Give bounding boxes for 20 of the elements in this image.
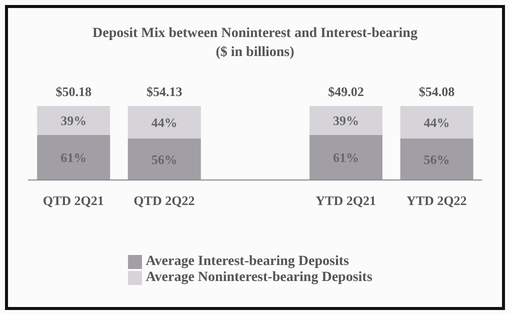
x-tick-label: QTD 2Q22: [134, 193, 195, 208]
x-tick-label: YTD 2Q22: [406, 193, 467, 208]
data-label: 44%: [424, 114, 450, 130]
data-label: 56%: [151, 152, 178, 167]
legend-label: Average Noninterest-bearing Deposits: [146, 270, 372, 285]
data-label: 61%: [332, 150, 359, 166]
x-tick-label: YTD 2Q21: [316, 193, 376, 208]
chart-subtitle: ($ in billions): [214, 44, 296, 62]
legend-label: Average Interest-bearing Deposits: [146, 254, 349, 269]
x-tick-label: QTD 2Q21: [42, 193, 104, 208]
text: $54.13: [146, 84, 183, 99]
data-label: 56%: [424, 152, 450, 167]
data-label: 44%: [151, 114, 178, 130]
data-label: 39%: [332, 113, 359, 128]
text: $49.02: [328, 84, 364, 99]
data-label: 39%: [60, 113, 87, 128]
text: $50.18: [56, 84, 92, 99]
data-label: 61%: [60, 150, 87, 166]
chart-title: Deposit Mix between Noninterest and Interest-bearing: [92, 25, 418, 43]
text: $54.08: [418, 84, 456, 99]
